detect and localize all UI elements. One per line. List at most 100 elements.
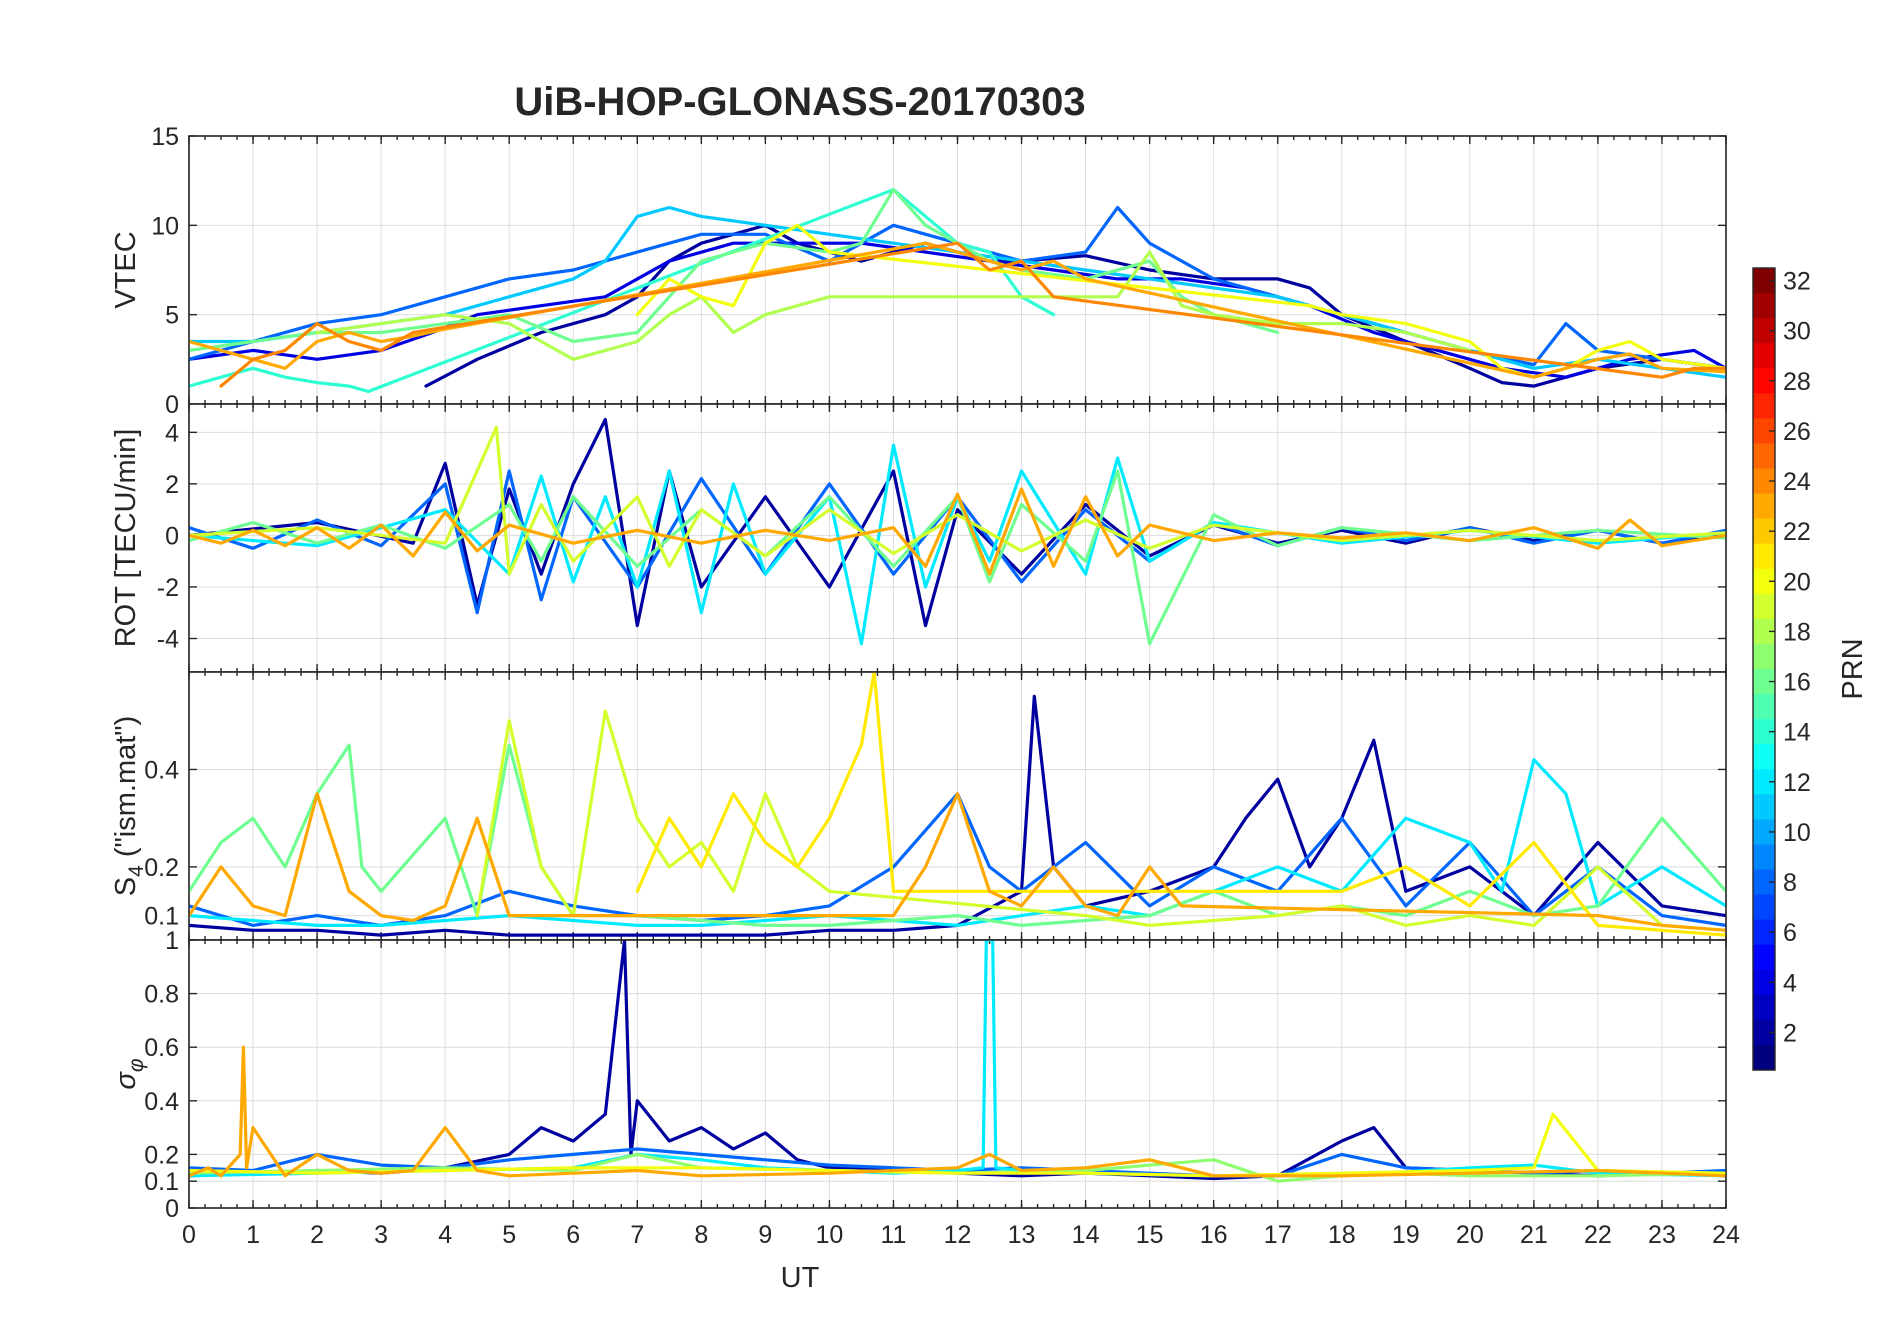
series-group <box>189 188 1726 394</box>
y-tick-label: 0.2 <box>144 854 179 882</box>
colorbar-segment <box>1753 593 1775 620</box>
colorbar-segment <box>1753 468 1775 495</box>
series-line-prn-2 <box>189 940 1726 1181</box>
colorbar-tick-label: 2 <box>1783 1019 1797 1047</box>
colorbar-tick-label: 8 <box>1783 869 1797 897</box>
colorbar-tick-label: 32 <box>1783 268 1811 296</box>
series-group <box>189 672 1726 937</box>
colorbar-segment <box>1753 819 1775 846</box>
x-tick-label: 11 <box>880 1221 906 1249</box>
series-line-prn-16 <box>189 469 1726 646</box>
x-tick-label: 8 <box>694 1221 708 1249</box>
series-line-prn-19 <box>475 709 1726 932</box>
colorbar-tick-label: 14 <box>1783 719 1811 747</box>
y-tick-label: 0.4 <box>144 756 179 784</box>
x-tick-label: 16 <box>1200 1221 1228 1249</box>
x-tick-label: 1 <box>246 1221 260 1249</box>
colorbar-border <box>1752 267 1776 1071</box>
series-line-prn-23 <box>189 487 1726 576</box>
x-tick-label: 13 <box>1008 1221 1036 1249</box>
colorbar-segment <box>1753 744 1775 770</box>
y-axis-label-s4: S4 ("ism.mat") <box>110 716 148 897</box>
colorbar-segment <box>1753 894 1775 921</box>
x-tick-label: 19 <box>1392 1221 1420 1249</box>
colorbar-tick-label: 24 <box>1783 468 1811 496</box>
y-tick-label: 10 <box>151 212 179 240</box>
colorbar-segment <box>1753 293 1775 319</box>
y-tick-label: -4 <box>157 626 179 654</box>
colorbar-tick-label: 6 <box>1783 919 1797 947</box>
x-tick-label: 18 <box>1328 1221 1356 1249</box>
series-group <box>189 417 1726 646</box>
colorbar-segment <box>1753 518 1775 545</box>
x-tick-label: 22 <box>1584 1221 1612 1249</box>
series-line-prn-16 <box>189 743 1726 928</box>
series-line-prn-23 <box>189 1045 1726 1178</box>
series-group <box>189 940 1726 1183</box>
series-line-prn-23 <box>189 792 1726 932</box>
x-tick-label: 4 <box>438 1221 452 1249</box>
y-axis-label-vtec: VTEC <box>110 231 142 308</box>
x-tick-label: 7 <box>630 1221 644 1249</box>
colorbar-segment <box>1753 618 1775 645</box>
colorbar-segment <box>1753 669 1775 695</box>
series-line-prn-12 <box>189 758 1726 928</box>
colorbar-label: PRN <box>1837 638 1869 699</box>
series-line-prn-16 <box>189 188 1280 352</box>
colorbar-segment <box>1753 994 1775 1021</box>
colorbar-tick-label: 20 <box>1783 568 1811 596</box>
series-line-prn-8 <box>189 792 1726 928</box>
colorbar-segment <box>1753 769 1775 795</box>
x-tick-label: 21 <box>1520 1221 1548 1249</box>
x-tick-label: 3 <box>374 1221 388 1249</box>
colorbar-segment <box>1753 418 1775 445</box>
colorbar-segment <box>1753 719 1775 745</box>
colorbar-tick-label: 12 <box>1783 769 1811 797</box>
y-tick-label: 0 <box>165 1195 179 1223</box>
series-line-prn-2 <box>189 417 1726 628</box>
panel-s4: 0.1 0.2 0.4S4 ("ism.mat") <box>110 671 1727 941</box>
y-tick-label: 1 <box>165 927 179 955</box>
colorbar-segment <box>1753 794 1775 820</box>
colorbar-segment <box>1753 268 1775 294</box>
colorbar-segment <box>1753 1044 1775 1071</box>
x-tick-label: 0 <box>182 1221 196 1249</box>
colorbar-segment <box>1753 969 1775 996</box>
x-tick-label: 23 <box>1648 1221 1676 1249</box>
x-tick-label: 9 <box>758 1221 772 1249</box>
panel-sigma: 00.10.2 0.4 0.6 0.8 1 σφ <box>110 927 1727 1223</box>
x-tick-label: 24 <box>1712 1221 1740 1249</box>
colorbar-segment <box>1753 643 1775 670</box>
y-axis-label-rot: ROT [TECU/min] <box>110 429 142 648</box>
x-axis-label: UT <box>781 1262 820 1294</box>
colorbar-tick-label: 10 <box>1783 819 1811 847</box>
colorbar-tick-label: 28 <box>1783 368 1811 396</box>
series-line-prn-20 <box>189 1112 1726 1178</box>
x-tick-label: 12 <box>944 1221 972 1249</box>
plot-border <box>188 939 1727 1209</box>
panel-rot: -4 -2 0 2 4 ROT [TECU/min] <box>110 403 1727 673</box>
series-line-prn-20 <box>635 223 1726 379</box>
y-tick-label: 0 <box>165 391 179 419</box>
series-line-prn-14 <box>189 188 1056 394</box>
y-tick-label: 0.8 <box>144 981 179 1009</box>
y-tick-label: 0.1 <box>144 903 179 931</box>
x-tick-label: 6 <box>566 1221 580 1249</box>
x-tick-label: 10 <box>816 1221 844 1249</box>
x-tick-label: 14 <box>1072 1221 1100 1249</box>
chart-title: UiB-HOP-GLONASS-20170303 <box>514 80 1085 124</box>
colorbar-segment <box>1753 568 1775 595</box>
y-tick-label: 0.1 <box>144 1168 179 1196</box>
y-tick-label: 0.6 <box>144 1034 179 1062</box>
colorbar-segment <box>1753 443 1775 470</box>
colorbar-segment <box>1753 543 1775 570</box>
colorbar-segment <box>1753 393 1775 419</box>
y-tick-label: -2 <box>157 574 179 602</box>
colorbar-segment <box>1753 844 1775 871</box>
colorbar-segment <box>1753 869 1775 896</box>
x-tick-label: 2 <box>310 1221 324 1249</box>
colorbar-segment <box>1753 318 1775 344</box>
colorbar-tick-label: 4 <box>1783 969 1797 997</box>
